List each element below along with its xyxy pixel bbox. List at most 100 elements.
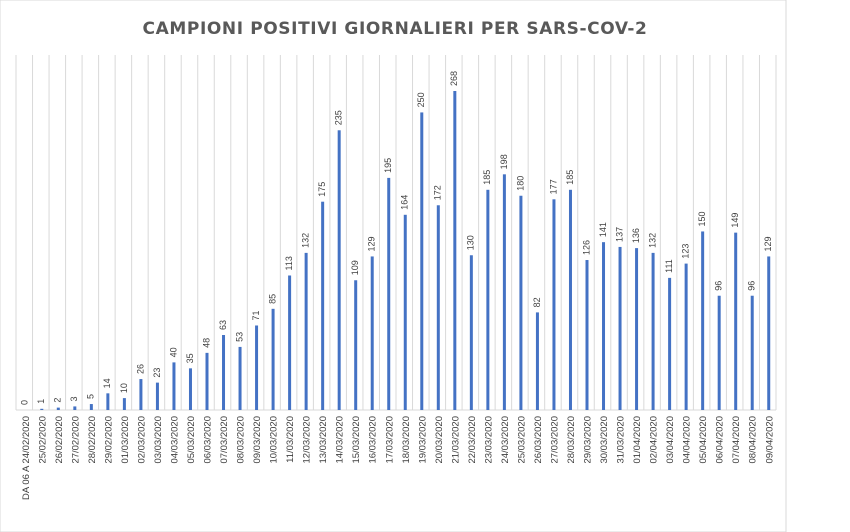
x-tick-label: 01/04/2020 (632, 416, 643, 464)
bar (370, 256, 374, 410)
x-tick-label: 25/03/2020 (516, 416, 527, 464)
x-tick-label: 18/03/2020 (401, 416, 412, 464)
bar (321, 201, 325, 410)
data-label: 35 (185, 353, 195, 363)
bar (304, 252, 308, 410)
bar (222, 335, 226, 410)
data-label: 180 (515, 176, 525, 191)
x-tick-label: 09/04/2020 (764, 416, 775, 464)
bar (40, 408, 44, 410)
data-label: 126 (581, 240, 591, 255)
x-tick-label: 16/03/2020 (368, 416, 379, 464)
data-label: 149 (730, 213, 740, 228)
bar (139, 379, 143, 410)
x-tick-label: 06/04/2020 (715, 416, 726, 464)
x-tick-label: 25/02/2020 (37, 416, 48, 464)
data-label: 177 (548, 179, 558, 194)
x-tick-label: 29/02/2020 (103, 416, 114, 464)
bar (354, 280, 358, 410)
bar (767, 256, 771, 410)
x-tick-label: 12/03/2020 (302, 416, 313, 464)
data-label: 123 (681, 244, 691, 259)
bar (635, 248, 639, 410)
x-axis-tick-labels: DA 06 A 24/02/2020 25/02/2020 26/02/2020 27… (21, 416, 775, 500)
x-tick-label: 19/03/2020 (417, 416, 428, 464)
bar (155, 382, 159, 410)
x-tick-label: 11/03/2020 (285, 416, 296, 463)
data-label: 185 (482, 170, 492, 185)
bar (73, 406, 77, 410)
data-label: 129 (367, 236, 377, 251)
chart-title: CAMPIONI POSITIVI GIORNALIERI PER SARS-C… (143, 19, 648, 39)
x-tick-label: 23/03/2020 (483, 416, 494, 464)
x-tick-label: 02/04/2020 (649, 416, 660, 464)
bar (502, 174, 506, 410)
data-label: 71 (251, 310, 261, 320)
bar (122, 398, 126, 410)
data-label: 198 (499, 154, 509, 169)
x-tick-label: 05/04/2020 (698, 416, 709, 464)
bar (89, 404, 93, 410)
x-tick-label: 20/03/2020 (434, 416, 445, 464)
data-label: 141 (598, 222, 608, 237)
x-tick-label: 26/03/2020 (533, 416, 544, 464)
data-label: 195 (383, 158, 393, 173)
bar (271, 308, 275, 410)
x-tick-label: 14/03/2020 (335, 416, 346, 464)
x-tick-label: 27/02/2020 (70, 416, 81, 464)
x-tick-label: 09/03/2020 (252, 416, 263, 464)
x-tick-label: 08/04/2020 (748, 416, 759, 464)
x-tick-label: 17/03/2020 (384, 416, 395, 464)
bar (255, 325, 259, 410)
x-tick-label: 29/03/2020 (583, 416, 594, 464)
data-label: 53 (234, 332, 244, 342)
x-tick-label: 07/04/2020 (731, 416, 742, 464)
x-tick-label: 10/03/2020 (269, 416, 280, 464)
data-label: 250 (416, 92, 426, 107)
x-tick-label: 21/03/2020 (450, 416, 461, 464)
bars (40, 91, 771, 410)
bar (188, 368, 192, 410)
data-label: 5 (86, 394, 96, 399)
bar (469, 255, 473, 410)
x-tick-label: 28/02/2020 (87, 416, 98, 464)
x-tick-label: 26/02/2020 (54, 416, 65, 464)
data-label: 0 (20, 400, 30, 405)
bar (172, 362, 176, 410)
data-label: 132 (647, 233, 657, 248)
bar (535, 312, 539, 410)
bar (552, 199, 556, 410)
bar (684, 263, 688, 410)
data-label: 10 (119, 383, 129, 393)
data-label: 26 (135, 364, 145, 374)
data-label: 23 (152, 368, 162, 378)
bar (106, 393, 110, 410)
data-label: 172 (433, 185, 443, 200)
x-tick-label: DA 06 A 24/02/2020 (21, 416, 32, 500)
x-tick-label: 31/03/2020 (616, 416, 627, 464)
data-label: 14 (102, 378, 112, 388)
x-tick-label: 13/03/2020 (318, 416, 329, 464)
bar (585, 260, 589, 410)
data-label: 96 (747, 281, 757, 291)
x-tick-label: 24/03/2020 (500, 416, 511, 464)
data-label: 113 (284, 256, 294, 270)
bar (238, 346, 242, 410)
x-tick-label: 05/03/2020 (186, 416, 197, 464)
x-tick-label: 28/03/2020 (566, 416, 577, 464)
bar (420, 112, 424, 410)
chart-area-border (0, 0, 787, 532)
data-label: 111 (664, 259, 674, 273)
data-label: 40 (168, 347, 178, 357)
bar (701, 231, 705, 410)
bar (717, 295, 721, 410)
bar (568, 189, 572, 410)
x-tick-label: 06/03/2020 (203, 416, 214, 464)
bar (205, 352, 209, 410)
bar (618, 246, 622, 410)
bar (387, 177, 391, 410)
x-tick-label: 04/03/2020 (169, 416, 180, 464)
data-label: 96 (714, 281, 724, 291)
